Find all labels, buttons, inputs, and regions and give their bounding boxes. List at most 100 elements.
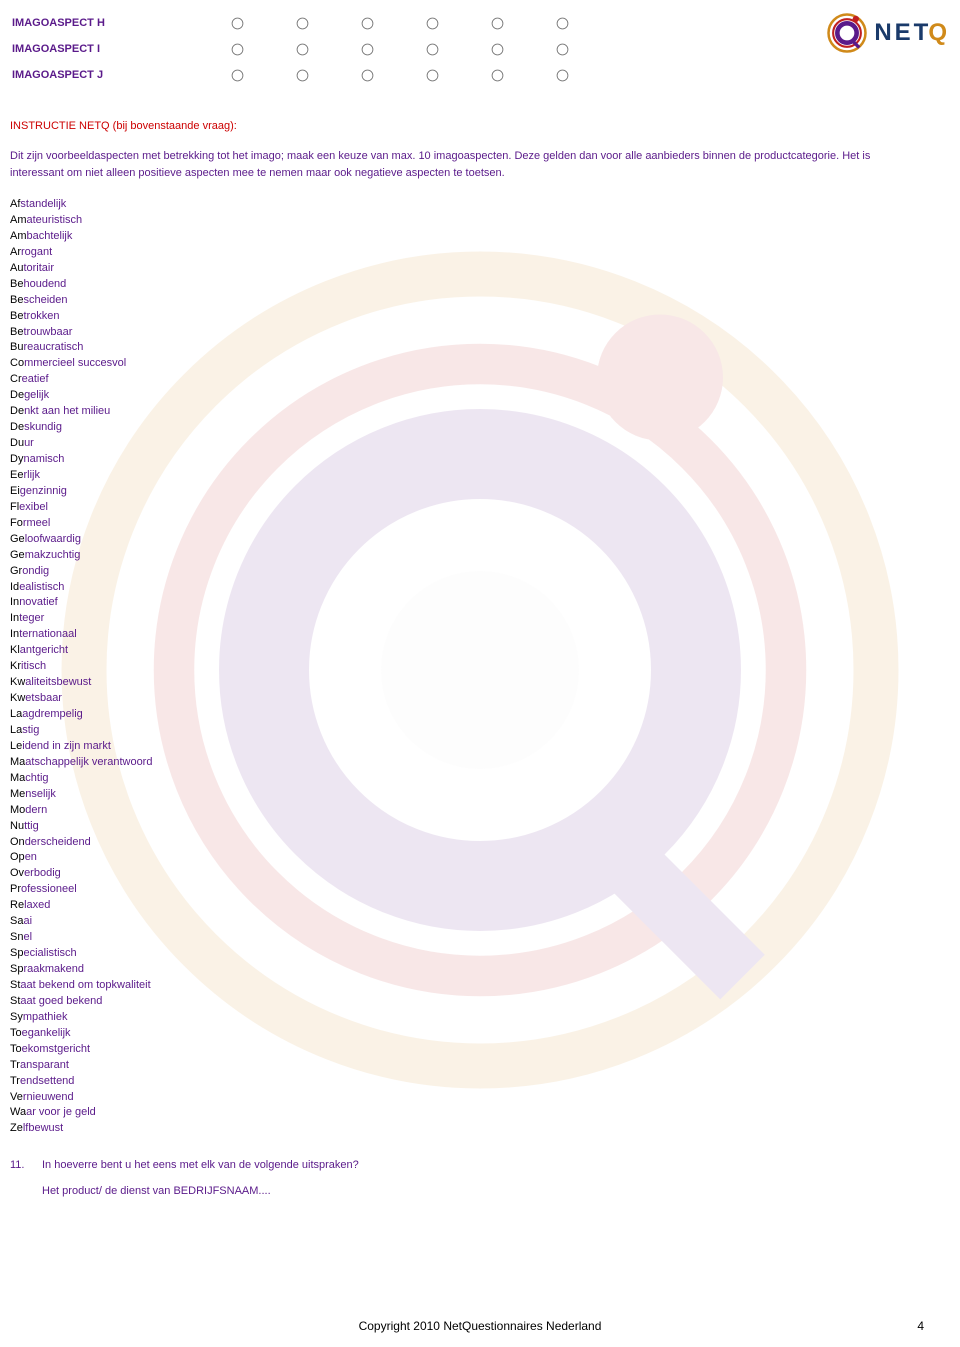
word-item: Waar voor je geld [10, 1105, 950, 1121]
radio-cell [205, 17, 270, 30]
footer-copyright: Copyright 2010 NetQuestionnaires Nederla… [0, 1319, 960, 1333]
question-text: In hoeverre bent u het eens met elk van … [42, 1159, 359, 1171]
word-item: Overbodig [10, 866, 950, 882]
radio-row: IMAGOASPECT J [10, 62, 780, 88]
radio-cell [400, 43, 465, 56]
radio-option[interactable] [362, 17, 374, 29]
radio-cell [205, 43, 270, 56]
radio-cell [400, 17, 465, 30]
word-item: Autoritair [10, 261, 950, 277]
radio-option[interactable] [297, 17, 309, 29]
word-item: Duur [10, 436, 950, 452]
word-item: Betrokken [10, 309, 950, 325]
word-item: Amateuristisch [10, 213, 950, 229]
question-number: 11. [10, 1159, 32, 1171]
word-item: Transparant [10, 1058, 950, 1074]
word-item: Klantgericht [10, 643, 950, 659]
imago-radio-grid: IMAGOASPECT HIMAGOASPECT IIMAGOASPECT J [10, 10, 780, 88]
instruction-body: Dit zijn voorbeeldaspecten met betrekkin… [10, 148, 920, 181]
word-item: Zelfbewust [10, 1121, 950, 1137]
radio-option[interactable] [427, 69, 439, 81]
radio-option[interactable] [362, 43, 374, 55]
radio-option[interactable] [492, 43, 504, 55]
word-item: Toekomstgericht [10, 1042, 950, 1058]
word-item: Afstandelijk [10, 197, 950, 213]
word-item: Kwaliteitsbewust [10, 675, 950, 691]
radio-cell [530, 17, 595, 30]
word-item: Integer [10, 611, 950, 627]
word-item: Relaxed [10, 898, 950, 914]
word-item: Staat goed bekend [10, 994, 950, 1010]
word-item: Degelijk [10, 388, 950, 404]
radio-cell [205, 69, 270, 82]
word-item: Denkt aan het milieu [10, 404, 950, 420]
radio-option[interactable] [557, 69, 569, 81]
word-item: Leidend in zijn markt [10, 739, 950, 755]
word-item: Staat bekend om topkwaliteit [10, 978, 950, 994]
radio-option[interactable] [297, 43, 309, 55]
word-item: Toegankelijk [10, 1026, 950, 1042]
word-item: Geloofwaardig [10, 532, 950, 548]
word-item: Machtig [10, 771, 950, 787]
radio-cell [465, 43, 530, 56]
word-item: Ambachtelijk [10, 229, 950, 245]
word-item: Creatief [10, 372, 950, 388]
radio-row: IMAGOASPECT I [10, 36, 780, 62]
word-item: Arrogant [10, 245, 950, 261]
logo-text-q: Q [928, 19, 950, 46]
word-item: Kritisch [10, 659, 950, 675]
radio-option[interactable] [557, 43, 569, 55]
word-item: Professioneel [10, 882, 950, 898]
radio-option[interactable] [232, 17, 244, 29]
word-item: Gemakzuchtig [10, 548, 950, 564]
radio-option[interactable] [362, 69, 374, 81]
instruction-header: INSTRUCTIE NETQ (bij bovenstaande vraag)… [10, 120, 950, 132]
netq-logo: NETQ [780, 10, 950, 54]
word-item: Menselijk [10, 787, 950, 803]
radio-cell [400, 69, 465, 82]
word-item: Behoudend [10, 277, 950, 293]
radio-option[interactable] [427, 43, 439, 55]
word-item: Internationaal [10, 627, 950, 643]
logo-text-main: NET [874, 19, 931, 46]
word-item: Saai [10, 914, 950, 930]
word-item: Sympathiek [10, 1010, 950, 1026]
radio-option[interactable] [492, 17, 504, 29]
radio-option[interactable] [232, 69, 244, 81]
word-item: Vernieuwend [10, 1090, 950, 1106]
word-item: Trendsettend [10, 1074, 950, 1090]
word-item: Maatschappelijk verantwoord [10, 755, 950, 771]
word-item: Deskundig [10, 420, 950, 436]
radio-cell [465, 17, 530, 30]
radio-option[interactable] [297, 69, 309, 81]
word-item: Bureaucratisch [10, 340, 950, 356]
question-subtext: Het product/ de dienst van BEDRIJFSNAAM.… [42, 1185, 950, 1197]
word-item: Nuttig [10, 819, 950, 835]
word-item: Snel [10, 930, 950, 946]
radio-cell [465, 69, 530, 82]
word-item: Onderscheidend [10, 835, 950, 851]
radio-cell [270, 43, 335, 56]
word-item: Modern [10, 803, 950, 819]
radio-cell [530, 43, 595, 56]
radio-cell [270, 17, 335, 30]
radio-option[interactable] [232, 43, 244, 55]
radio-cell [530, 69, 595, 82]
word-item: Eigenzinnig [10, 484, 950, 500]
word-item: Innovatief [10, 595, 950, 611]
word-item: Formeel [10, 516, 950, 532]
word-item: Commercieel succesvol [10, 356, 950, 372]
aspect-label: IMAGOASPECT I [10, 43, 205, 55]
radio-option[interactable] [557, 17, 569, 29]
word-item: Kwetsbaar [10, 691, 950, 707]
word-item: Laagdrempelig [10, 707, 950, 723]
radio-option[interactable] [427, 17, 439, 29]
question-11: 11. In hoeverre bent u het eens met elk … [10, 1159, 950, 1197]
word-list: AfstandelijkAmateuristischAmbachtelijkAr… [10, 197, 950, 1137]
word-item: Idealistisch [10, 580, 950, 596]
radio-cell [335, 69, 400, 82]
radio-option[interactable] [492, 69, 504, 81]
word-item: Eerlijk [10, 468, 950, 484]
word-item: Bescheiden [10, 293, 950, 309]
radio-cell [270, 69, 335, 82]
